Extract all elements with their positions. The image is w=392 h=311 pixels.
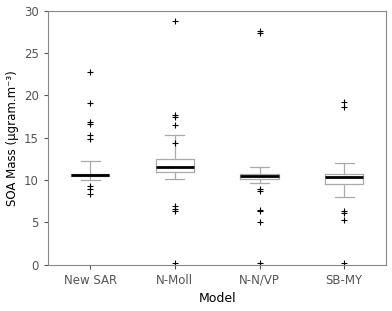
X-axis label: Model: Model	[198, 292, 236, 305]
Y-axis label: SOA Mass (μgram.m⁻³): SOA Mass (μgram.m⁻³)	[5, 70, 18, 206]
